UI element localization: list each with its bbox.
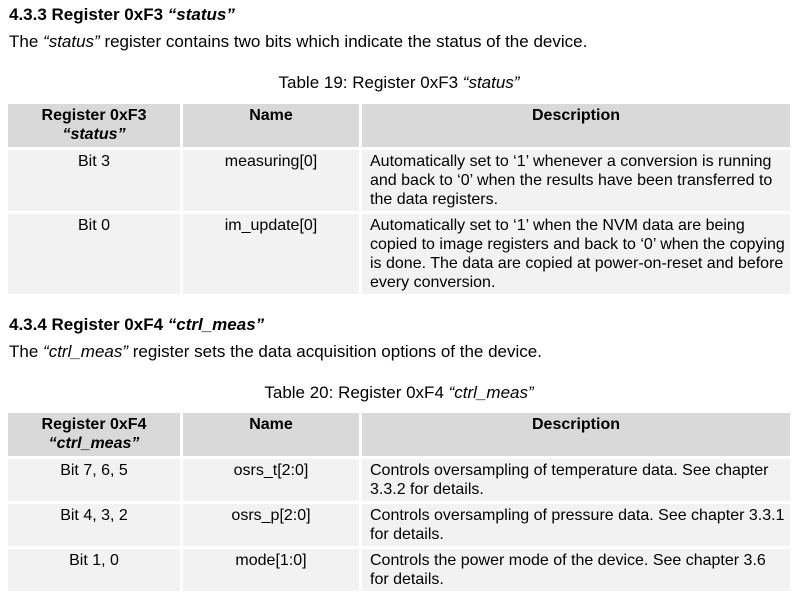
header-name: Name <box>183 413 359 456</box>
section-heading-text: 4.3.4 Register 0xF4 <box>9 315 168 334</box>
caption-text: Table 19: Register 0xF3 <box>278 73 463 92</box>
section-heading-register-name: “ctrl_meas” <box>167 315 265 334</box>
header-register-label: Register 0xF4 <box>41 416 147 433</box>
table-row: Bit 0 im_update[0] Automatically set to … <box>8 214 790 294</box>
intro-register-name: “ctrl_meas” <box>43 342 129 361</box>
caption-text: Table 20: Register 0xF4 <box>264 383 449 402</box>
cell-description: Controls oversampling of pressure data. … <box>362 504 790 546</box>
header-description: Description <box>362 104 790 147</box>
table-header-row: Register 0xF3 “status” Name Description <box>8 104 790 147</box>
caption-register-name: “ctrl_meas” <box>448 383 534 402</box>
header-register-name: “ctrl_meas” <box>48 435 140 452</box>
intro-register-name: “status” <box>43 32 100 51</box>
table-caption-status: Table 19: Register 0xF3 “status” <box>0 73 798 93</box>
cell-name: osrs_t[2:0] <box>183 459 359 501</box>
section-heading-register-name: “status” <box>167 5 235 24</box>
table-row: Bit 1, 0 mode[1:0] Controls the power mo… <box>8 549 790 591</box>
cell-name: im_update[0] <box>183 214 359 294</box>
cell-name: measuring[0] <box>183 150 359 211</box>
cell-description: Controls oversampling of temperature dat… <box>362 459 790 501</box>
table-header-row: Register 0xF4 “ctrl_meas” Name Descripti… <box>8 413 790 456</box>
cell-bit: Bit 1, 0 <box>8 549 180 591</box>
table-row: Bit 4, 3, 2 osrs_p[2:0] Controls oversam… <box>8 504 790 546</box>
section-heading-ctrl-meas: 4.3.4 Register 0xF4 “ctrl_meas” <box>9 315 264 335</box>
cell-bit: Bit 3 <box>8 150 180 211</box>
intro-text: The <box>9 342 44 361</box>
cell-bit: Bit 4, 3, 2 <box>8 504 180 546</box>
header-register-name: “status” <box>62 126 126 143</box>
header-register: Register 0xF3 “status” <box>8 104 180 147</box>
section-heading-text: 4.3.3 Register 0xF3 <box>9 5 168 24</box>
header-register-label: Register 0xF3 <box>41 107 147 124</box>
table-caption-ctrl-meas: Table 20: Register 0xF4 “ctrl_meas” <box>0 383 798 403</box>
intro-text: The <box>9 32 44 51</box>
section-heading-status: 4.3.3 Register 0xF3 “status” <box>9 5 235 25</box>
table-row: Bit 3 measuring[0] Automatically set to … <box>8 150 790 211</box>
register-table-ctrl-meas: Register 0xF4 “ctrl_meas” Name Descripti… <box>5 410 793 594</box>
cell-description: Automatically set to ‘1’ when the NVM da… <box>362 214 790 294</box>
caption-register-name: “status” <box>462 73 520 92</box>
intro-text: register contains two bits which indicat… <box>99 32 588 51</box>
cell-description: Controls the power mode of the device. S… <box>362 549 790 591</box>
cell-name: osrs_p[2:0] <box>183 504 359 546</box>
section-intro-ctrl-meas: The “ctrl_meas” register sets the data a… <box>9 342 542 362</box>
header-description: Description <box>362 413 790 456</box>
register-table-status: Register 0xF3 “status” Name Description … <box>5 101 793 297</box>
table-row: Bit 7, 6, 5 osrs_t[2:0] Controls oversam… <box>8 459 790 501</box>
cell-bit: Bit 7, 6, 5 <box>8 459 180 501</box>
cell-bit: Bit 0 <box>8 214 180 294</box>
header-register: Register 0xF4 “ctrl_meas” <box>8 413 180 456</box>
header-name: Name <box>183 104 359 147</box>
section-intro-status: The “status” register contains two bits … <box>9 32 587 52</box>
cell-name: mode[1:0] <box>183 549 359 591</box>
intro-text: register sets the data acquisition optio… <box>128 342 542 361</box>
cell-description: Automatically set to ‘1’ whenever a conv… <box>362 150 790 211</box>
